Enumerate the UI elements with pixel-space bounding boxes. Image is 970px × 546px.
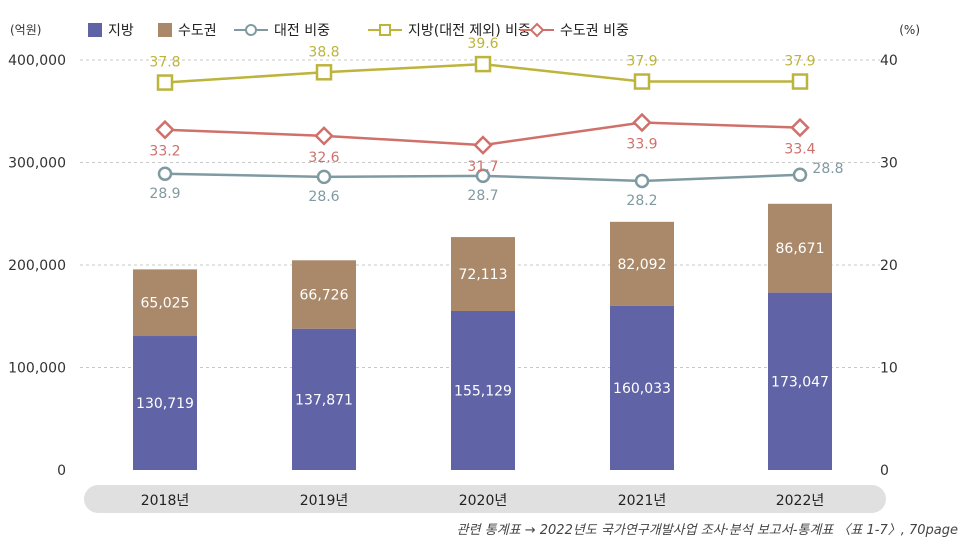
bar-sudogwon xyxy=(292,260,356,329)
line-point xyxy=(791,73,809,90)
x-tick-label: 2021년 xyxy=(618,493,667,509)
y-left-tick-label: 200,000 xyxy=(8,258,66,274)
line-data-label: 37.9 xyxy=(626,54,657,70)
legend-label: 지방(대전 제외) 비중 xyxy=(408,23,531,39)
line-data-label: 28.8 xyxy=(812,161,843,177)
x-axis-band xyxy=(84,485,886,513)
line-point xyxy=(157,166,173,182)
bar-jibang xyxy=(292,328,356,470)
bar-jibang xyxy=(451,310,515,470)
y-right-unit: (%) xyxy=(899,23,920,37)
line-point xyxy=(632,112,652,133)
y-left-unit: (억원) xyxy=(10,23,41,37)
y-left-tick-label: 0 xyxy=(57,463,66,479)
legend-swatch xyxy=(88,23,102,37)
x-tick-label: 2020년 xyxy=(459,493,508,509)
line-data-label: 28.2 xyxy=(626,193,657,209)
bar-jibang xyxy=(768,292,832,470)
legend-swatch xyxy=(158,23,172,37)
line-point xyxy=(314,126,334,146)
legend-marker xyxy=(245,24,257,36)
bar-data-label: 86,671 xyxy=(776,241,825,257)
y-right-tick-label: 30 xyxy=(880,156,898,172)
bar-jibang xyxy=(133,336,197,470)
line-data-label: 28.6 xyxy=(308,189,339,205)
line-point xyxy=(475,168,491,184)
bar-sudogwon xyxy=(768,203,832,293)
line-point xyxy=(473,135,493,155)
line-data-label: 28.7 xyxy=(467,188,498,204)
bar-sudogwon xyxy=(451,237,515,311)
line-point xyxy=(634,173,650,189)
line-point xyxy=(156,74,174,91)
bar-data-label: 72,113 xyxy=(459,267,508,283)
line-data-label: 33.2 xyxy=(149,144,180,160)
x-tick-label: 2022년 xyxy=(776,493,825,509)
y-left-tick-label: 100,000 xyxy=(8,361,66,377)
line-data-label: 28.9 xyxy=(149,186,180,202)
y-right-tick-label: 10 xyxy=(880,361,898,377)
y-left-tick-label: 300,000 xyxy=(8,156,66,172)
legend-label: 지방 xyxy=(108,23,134,39)
line-point xyxy=(315,64,333,81)
line-data-label: 33.9 xyxy=(626,137,657,153)
x-tick-label: 2019년 xyxy=(300,493,349,509)
line-data-label: 37.8 xyxy=(149,55,180,71)
y-left-tick-label: 400,000 xyxy=(8,53,66,69)
line-data-label: 31.7 xyxy=(467,159,498,175)
line-data-label: 39.6 xyxy=(467,36,498,52)
x-tick-label: 2018년 xyxy=(141,493,190,509)
line-point xyxy=(633,73,651,90)
bar-data-label: 173,047 xyxy=(771,374,829,390)
line-point xyxy=(792,167,808,183)
source-note: 관련 통계표 → 2022년도 국가연구개발사업 조사·분석 보고서-통계표 〈… xyxy=(456,523,958,538)
line-point xyxy=(790,117,810,138)
line-data-label: 37.9 xyxy=(784,54,815,70)
bar-data-label: 65,025 xyxy=(141,296,190,312)
bar-data-label: 160,033 xyxy=(613,381,671,397)
legend-marker xyxy=(529,22,545,38)
bar-data-label: 82,092 xyxy=(618,257,667,273)
bar-data-label: 66,726 xyxy=(300,287,349,303)
bar-jibang xyxy=(610,305,674,470)
legend-marker xyxy=(379,24,391,36)
bar-data-label: 155,129 xyxy=(454,383,512,399)
line-data-label: 32.6 xyxy=(308,150,339,166)
line-data-label: 38.8 xyxy=(308,44,339,60)
bar-data-label: 130,719 xyxy=(136,396,194,412)
bar-sudogwon xyxy=(610,221,674,306)
bar-sudogwon xyxy=(133,269,197,337)
y-right-tick-label: 0 xyxy=(880,463,889,479)
line-point xyxy=(155,119,175,140)
line-data-label: 33.4 xyxy=(784,142,815,158)
legend-label: 수도권 비중 xyxy=(560,23,629,39)
line-point xyxy=(316,169,332,185)
bar-data-label: 137,871 xyxy=(295,392,353,408)
legend-label: 대전 비중 xyxy=(274,23,330,39)
y-right-tick-label: 20 xyxy=(880,258,898,274)
legend-label: 수도권 xyxy=(178,23,217,39)
y-right-tick-label: 40 xyxy=(880,53,898,69)
line-point xyxy=(474,55,492,73)
